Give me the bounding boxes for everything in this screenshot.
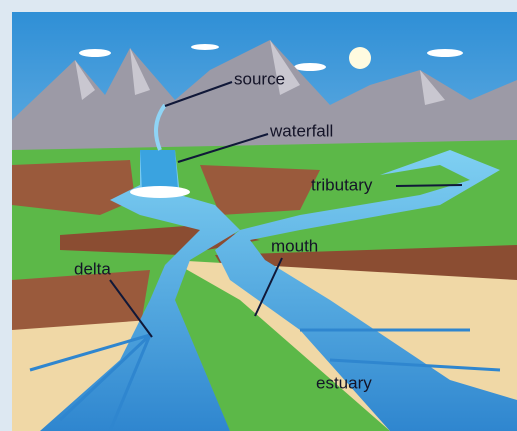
river-diagram: source waterfall tributary mouth delta e… — [0, 0, 517, 431]
page: source waterfall tributary mouth delta e… — [0, 0, 517, 431]
label: estuary — [316, 373, 372, 392]
label: source — [234, 69, 285, 88]
label: tributary — [311, 175, 373, 194]
leader-line — [396, 185, 462, 186]
label: delta — [74, 259, 111, 278]
label: mouth — [271, 236, 318, 255]
label: waterfall — [269, 121, 333, 140]
